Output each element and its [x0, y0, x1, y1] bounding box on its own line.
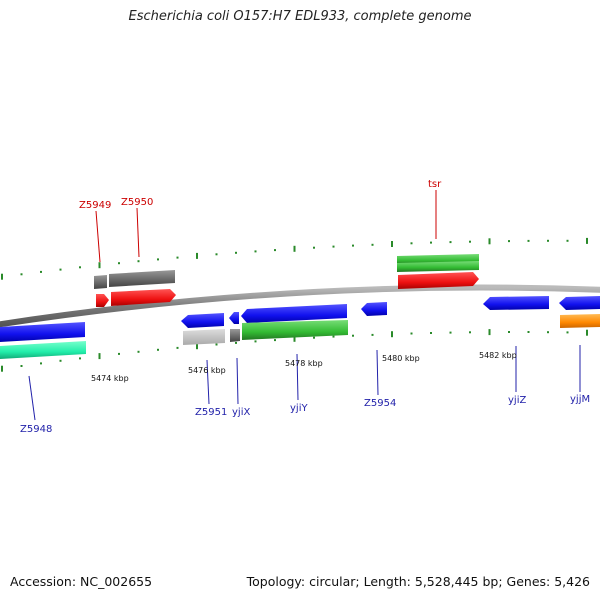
- cds-feature[interactable]: [111, 289, 176, 306]
- map-title: Escherichia coli O157:H7 EDL933, complet…: [128, 9, 472, 24]
- features-top: [94, 254, 479, 307]
- scale-label: 5478 kbp: [285, 359, 323, 368]
- gene-feature[interactable]: [183, 329, 225, 345]
- cds-feature[interactable]: [0, 322, 85, 342]
- cds-feature[interactable]: [241, 304, 347, 323]
- scale-label: 5474 kbp: [91, 374, 129, 383]
- gene-label[interactable]: Z5954: [364, 398, 396, 409]
- gene-feature[interactable]: [109, 270, 175, 287]
- gene-label[interactable]: tsr: [428, 179, 442, 190]
- cds-feature[interactable]: [96, 294, 109, 307]
- gene-label[interactable]: yjiY: [290, 403, 308, 414]
- cds-feature[interactable]: [229, 312, 239, 324]
- label-leaders: [28, 190, 581, 421]
- gene-label[interactable]: Z5950: [121, 197, 153, 208]
- topology-info: Topology: circular; Length: 5,528,445 bp…: [246, 574, 590, 589]
- gene-feature[interactable]: [0, 341, 86, 359]
- cds-feature[interactable]: [559, 296, 600, 310]
- cds-feature[interactable]: [398, 272, 479, 289]
- cds-feature[interactable]: [361, 302, 387, 316]
- gene-label[interactable]: Z5948: [20, 424, 52, 435]
- scale-label: 5476 kbp: [188, 366, 226, 375]
- gene-label[interactable]: yjjM: [570, 394, 590, 405]
- accession-text: Accession: NC_002655: [10, 574, 153, 589]
- cds-feature[interactable]: [181, 313, 224, 328]
- gene-feature[interactable]: [397, 261, 479, 272]
- gene-feature[interactable]: [242, 320, 348, 340]
- gene-label[interactable]: Z5949: [79, 200, 111, 211]
- scale-ticks-bottom: [1, 329, 588, 372]
- gene-feature[interactable]: [94, 275, 107, 289]
- features-bottom: [0, 296, 600, 359]
- gene-feature[interactable]: [230, 329, 240, 342]
- gene-label[interactable]: Z5951: [195, 407, 227, 418]
- gene-label[interactable]: yjiZ: [508, 395, 526, 406]
- scale-label: 5482 kbp: [479, 351, 517, 360]
- scale-ticks-top: [1, 237, 588, 280]
- gene-label[interactable]: yjiX: [232, 407, 250, 418]
- cds-feature[interactable]: [483, 296, 549, 310]
- scale-label: 5480 kbp: [382, 354, 420, 363]
- gene-feature[interactable]: [560, 314, 600, 328]
- genome-backbone: [0, 284, 600, 328]
